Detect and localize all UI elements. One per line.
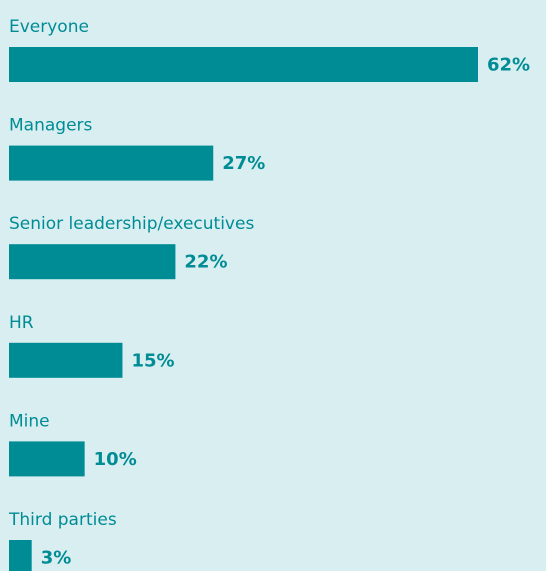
category-label: Everyone [9,17,89,37]
category-label: Managers [9,116,93,136]
category-label: HR [9,313,34,333]
bar [9,441,85,477]
value-label: 22% [184,252,227,273]
value-label: 62% [487,55,530,76]
bar [9,342,123,378]
category-label: Third parties [8,510,117,530]
value-label: 27% [222,153,265,174]
value-label: 10% [94,449,137,470]
bar [9,47,478,82]
bar [9,244,176,280]
value-label: 15% [131,350,174,371]
category-label: Mine [9,411,50,431]
bar [9,540,32,571]
value-label: 3% [41,548,72,569]
bar [9,145,214,181]
category-label: Senior leadership/executives [9,214,254,234]
